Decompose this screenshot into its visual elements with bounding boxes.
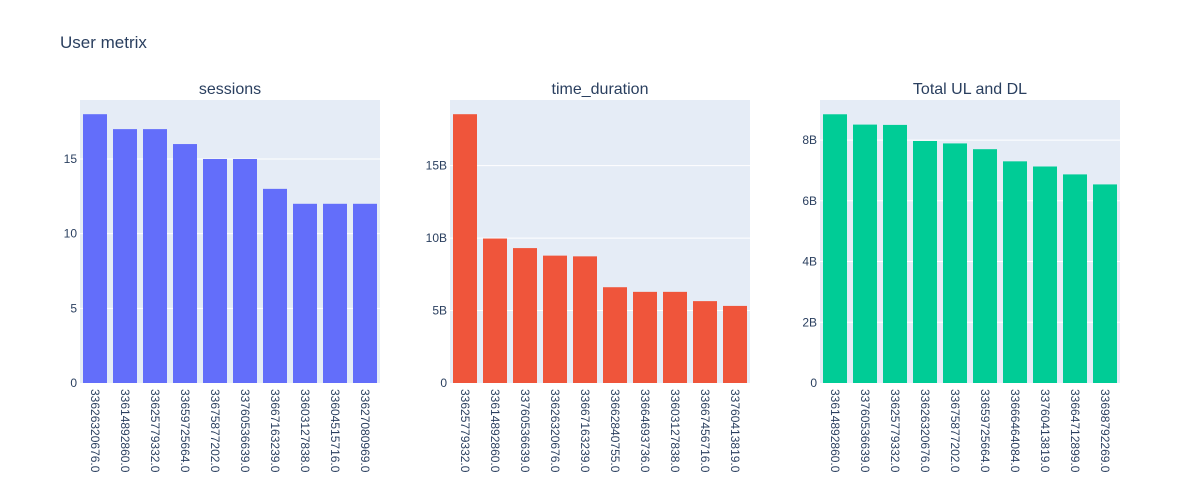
subplot-title: Total UL and DL [913, 81, 1027, 98]
x-tick-label: 33614892860.0 [828, 389, 842, 473]
y-tick-label: 0 [810, 376, 817, 390]
y-tick-label: 0 [440, 376, 447, 390]
bar [233, 158, 257, 383]
x-tick-label: 33614892860.0 [488, 389, 502, 473]
y-tick-label: 5B [432, 304, 447, 318]
x-tick-label: 33626320676.0 [918, 389, 932, 473]
bar [723, 305, 747, 383]
y-tick-label: 2B [802, 315, 817, 329]
chart-title: User metrix [60, 33, 147, 52]
x-tick-label: 33664712899.0 [1068, 389, 1082, 473]
bar [323, 203, 347, 383]
x-tick-label: 33603127838.0 [668, 389, 682, 473]
bar [293, 203, 317, 383]
bar [853, 124, 877, 384]
y-tick-label: 10B [426, 231, 447, 245]
bar [823, 114, 847, 384]
bar [263, 188, 287, 383]
x-tick-label: 33667163239.0 [578, 389, 592, 473]
x-tick-label: 33760536639.0 [518, 389, 532, 473]
bar [1063, 174, 1087, 383]
bar [203, 158, 227, 383]
subplot-title: time_duration [552, 81, 649, 98]
x-tick-label: 33625779332.0 [148, 389, 162, 473]
x-tick-label: 33626320676.0 [88, 389, 102, 473]
x-tick-label: 33760413819.0 [1038, 389, 1052, 473]
x-tick-label: 33603127838.0 [298, 389, 312, 473]
x-tick-label: 33627080969.0 [358, 389, 372, 473]
bar [693, 301, 717, 383]
x-tick-label: 33659725664.0 [178, 389, 192, 473]
x-tick-label: 33614892860.0 [118, 389, 132, 473]
x-tick-label: 33662840755.0 [608, 389, 622, 473]
bar [1093, 184, 1117, 383]
bar [513, 248, 537, 383]
x-tick-label: 33667456716.0 [698, 389, 712, 473]
bar [1003, 161, 1027, 383]
x-tick-label: 33760536639.0 [238, 389, 252, 473]
subplot-title: sessions [199, 81, 261, 98]
y-tick-label: 15B [426, 159, 447, 173]
bar [353, 203, 377, 383]
bar [663, 291, 687, 383]
y-tick-label: 5 [70, 301, 77, 315]
bar [883, 124, 907, 383]
bar [603, 287, 627, 383]
y-tick-label: 15 [64, 152, 78, 166]
y-tick-label: 10 [64, 227, 78, 241]
y-tick-label: 8B [802, 133, 817, 147]
y-tick-label: 0 [70, 376, 77, 390]
x-tick-label: 33698792269.0 [1098, 389, 1112, 473]
x-tick-label: 33667163239.0 [268, 389, 282, 473]
x-tick-label: 33664693736.0 [638, 389, 652, 473]
bar [453, 114, 477, 383]
x-tick-label: 33626320676.0 [548, 389, 562, 473]
x-tick-label: 33666464084.0 [1008, 389, 1022, 473]
bar [143, 129, 167, 383]
bar [633, 291, 657, 383]
bar [1033, 166, 1057, 383]
x-tick-label: 33675877202.0 [948, 389, 962, 473]
x-tick-label: 33625779332.0 [888, 389, 902, 473]
bar [483, 238, 507, 383]
bar [573, 256, 597, 383]
x-tick-label: 33604515716.0 [328, 389, 342, 473]
bar [83, 114, 107, 384]
y-tick-label: 6B [802, 194, 817, 208]
x-tick-label: 33625779332.0 [458, 389, 472, 473]
bar [973, 149, 997, 383]
bar [913, 140, 937, 383]
x-tick-label: 33675877202.0 [208, 389, 222, 473]
x-tick-label: 33760413819.0 [728, 389, 742, 473]
bar [543, 255, 567, 383]
x-tick-label: 33760536639.0 [858, 389, 872, 473]
bar [173, 144, 197, 383]
bar [113, 129, 137, 383]
x-tick-label: 33659725664.0 [978, 389, 992, 473]
bar [943, 143, 967, 383]
y-tick-label: 4B [802, 255, 817, 269]
